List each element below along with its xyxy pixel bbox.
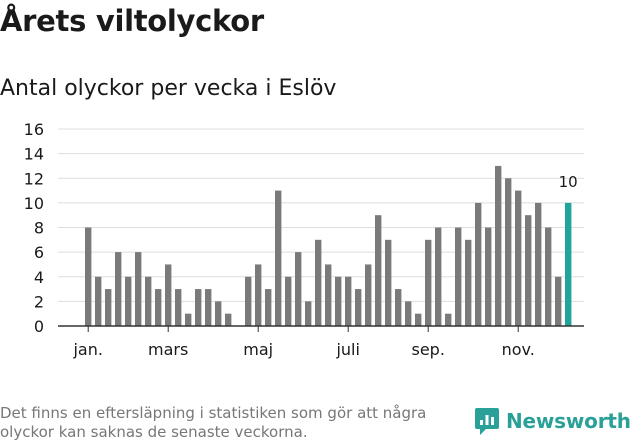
bar — [255, 264, 262, 326]
bar — [395, 289, 402, 326]
bar — [545, 227, 552, 326]
x-tick-label: mars — [148, 340, 188, 359]
bar — [535, 202, 542, 326]
bar — [115, 252, 122, 326]
bar — [335, 276, 342, 326]
bar — [385, 239, 392, 326]
footnote: Det finns en eftersläpning i statistiken… — [0, 404, 427, 441]
bar — [95, 276, 102, 326]
bar — [405, 301, 412, 326]
bar — [315, 239, 322, 326]
bar-chart: 0 2 4 6 8 10 12 14 16 10 jan. mars maj juli sep. nov. — [24, 120, 584, 359]
bar — [555, 276, 562, 326]
bar — [445, 313, 452, 326]
bar — [165, 264, 172, 326]
bar — [345, 276, 352, 326]
y-tick-label: 6 — [34, 243, 44, 262]
x-tick-label: juli — [335, 340, 359, 359]
logo-text: Newsworthy — [506, 409, 631, 433]
bar — [225, 313, 232, 326]
bar — [435, 227, 442, 326]
y-tick-label: 12 — [24, 169, 44, 188]
bar — [155, 289, 162, 326]
x-tick-label: sep. — [411, 340, 444, 359]
bar — [205, 289, 212, 326]
bar — [515, 190, 522, 326]
bar — [145, 276, 152, 326]
newsworthy-logo: Newsworthy — [474, 406, 631, 436]
bar — [415, 313, 422, 326]
y-tick-label: 0 — [34, 317, 44, 336]
bar — [475, 202, 482, 326]
bar — [305, 301, 312, 326]
last-value-label: 10 — [559, 173, 578, 191]
bar — [195, 289, 202, 326]
chart-title: Årets viltolyckor — [0, 4, 264, 38]
bar — [245, 276, 252, 326]
y-tick-label: 8 — [34, 219, 44, 238]
bar — [135, 252, 142, 326]
bar — [215, 301, 222, 326]
bar — [355, 289, 362, 326]
bar — [265, 289, 272, 326]
bar — [505, 178, 512, 326]
chart-subtitle: Antal olyckor per vecka i Eslöv — [0, 76, 337, 101]
x-tick-label: maj — [243, 340, 273, 359]
bar — [565, 202, 572, 326]
bar — [125, 276, 132, 326]
bar — [365, 264, 372, 326]
bar — [295, 252, 302, 326]
x-tick-label: jan. — [72, 340, 102, 359]
y-tick-label: 4 — [34, 268, 44, 287]
bar — [175, 289, 182, 326]
bar — [185, 313, 192, 326]
bar — [455, 227, 462, 326]
bar — [325, 264, 332, 326]
bar — [525, 215, 532, 326]
bar — [285, 276, 292, 326]
bar — [85, 227, 92, 326]
bar — [495, 165, 502, 326]
y-tick-label: 2 — [34, 292, 44, 311]
bar — [375, 215, 382, 326]
bar — [485, 227, 492, 326]
y-tick-label: 16 — [24, 120, 44, 139]
bar — [465, 239, 472, 326]
y-tick-label: 10 — [24, 194, 44, 213]
x-tick-label: nov. — [502, 340, 535, 359]
bar — [275, 190, 282, 326]
bar — [105, 289, 112, 326]
y-tick-label: 14 — [24, 145, 44, 164]
newsworthy-logo-icon — [475, 408, 499, 435]
bar — [425, 239, 432, 326]
